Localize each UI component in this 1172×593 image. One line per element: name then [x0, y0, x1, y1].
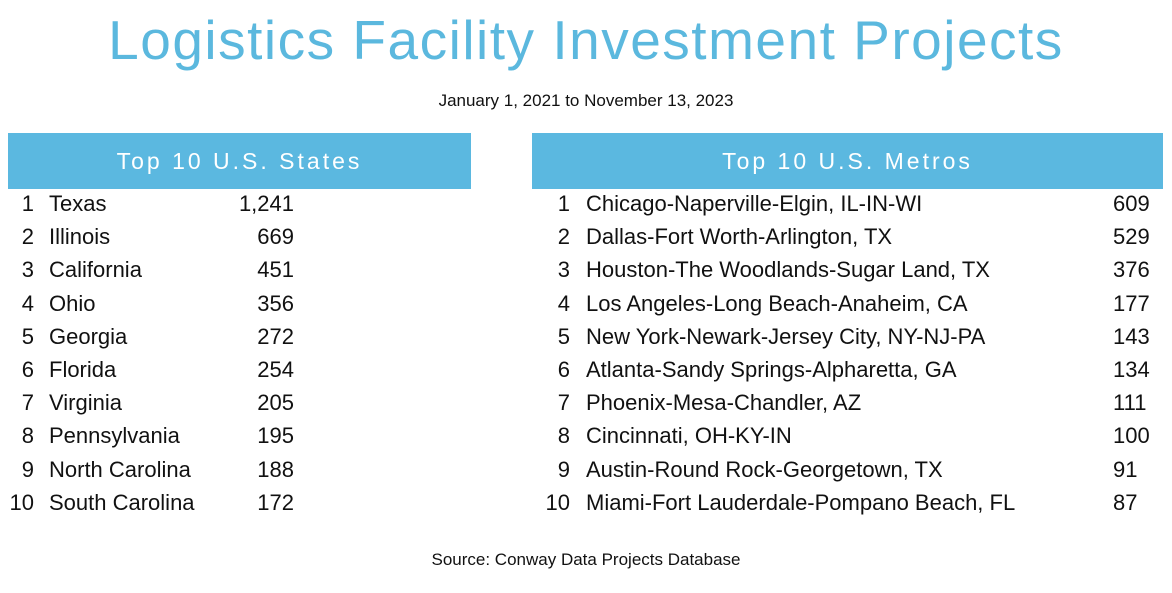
- states-row-rank: 10: [9, 489, 34, 515]
- states-row-name: Illinois: [49, 224, 111, 250]
- states-row-value: 1,241: [238, 191, 294, 216]
- states-row-value: 205: [257, 390, 294, 416]
- metros-row-value: 376: [1113, 257, 1150, 283]
- states-row-rank: 6: [21, 357, 34, 382]
- metros-row-value: 87: [1113, 489, 1138, 515]
- states-row-rank: 3: [21, 257, 34, 283]
- states-row-rank: 5: [21, 323, 34, 349]
- states-row-rank: 1: [21, 191, 34, 216]
- states-row-value: 356: [257, 290, 294, 316]
- states-row-value: 669: [257, 224, 294, 250]
- states-row-value: 195: [257, 423, 294, 449]
- states-row-name: Florida: [49, 357, 117, 382]
- metros-row-value: 609: [1113, 191, 1150, 216]
- states-row-rank: 2: [21, 224, 34, 250]
- states-row-name: Ohio: [49, 290, 96, 316]
- metros-row-rank: 10: [545, 489, 570, 515]
- states-row-name: Pennsylvania: [49, 423, 180, 449]
- metros-row-name: Dallas-Fort Worth-Arlington, TX: [586, 224, 893, 250]
- metros-row-name: Los Angeles-Long Beach-Anaheim, CA: [586, 290, 968, 316]
- states-row-value: 451: [257, 257, 294, 283]
- metros-row-name: Houston-The Woodlands-Sugar Land, TX: [586, 257, 990, 283]
- metros-row-name: Phoenix-Mesa-Chandler, AZ: [586, 390, 862, 416]
- metros-row-rank: 5: [557, 323, 570, 349]
- metros-row-rank: 7: [557, 390, 570, 416]
- states-row-name: California: [49, 257, 142, 283]
- states-row-value: 172: [257, 489, 294, 515]
- states-row-value: 188: [257, 456, 294, 482]
- metros-row-rank: 4: [557, 290, 570, 316]
- metros-row-rank: 2: [557, 224, 570, 250]
- metros-row-value: 100: [1113, 423, 1150, 449]
- states-row-value: 272: [257, 323, 294, 349]
- metros-row-value: 143: [1113, 323, 1150, 349]
- states-row-name: North Carolina: [49, 456, 191, 482]
- metros-row-rank: 9: [557, 456, 570, 482]
- states-row-value: 254: [257, 357, 294, 382]
- states-row-rank: 7: [21, 390, 34, 416]
- states-row-rank: 9: [21, 456, 34, 482]
- metros-row-value: 91: [1113, 456, 1138, 482]
- metros-row-name: Austin-Round Rock-Georgetown, TX: [586, 456, 943, 482]
- states-row-name: Texas: [49, 191, 107, 216]
- metros-row-name: Chicago-Naperville-Elgin, IL-IN-WI: [586, 191, 923, 216]
- states-row-name: Virginia: [49, 390, 122, 416]
- metros-row-rank: 8: [557, 423, 570, 449]
- metros-row-name: Atlanta-Sandy Springs-Alpharetta, GA: [586, 357, 957, 382]
- metros-row-rank: 6: [557, 357, 570, 382]
- source-note: Source: Conway Data Projects Database: [431, 550, 741, 569]
- states-row-rank: 4: [21, 290, 34, 316]
- metros-row-name: Cincinnati, OH-KY-IN: [586, 423, 792, 449]
- metros-row-rank: 3: [557, 257, 570, 283]
- metros-row-value: 177: [1113, 290, 1150, 316]
- metros-row-name: New York-Newark-Jersey City, NY-NJ-PA: [586, 323, 986, 349]
- states-row-rank: 8: [21, 423, 34, 449]
- metros-row-value: 529: [1113, 224, 1150, 250]
- metros-table-header: Top 10 U.S. Metros: [532, 133, 1163, 189]
- metros-row-rank: 1: [557, 191, 570, 216]
- metros-row-value: 111: [1113, 390, 1147, 416]
- states-table-header: Top 10 U.S. States: [8, 133, 471, 189]
- date-range: January 1, 2021 to November 13, 2023: [438, 91, 734, 110]
- states-row-name: Georgia: [49, 323, 128, 349]
- states-row-name: South Carolina: [49, 489, 195, 515]
- metros-row-value: 134: [1113, 357, 1150, 382]
- page-title: Logistics Facility Investment Projects: [108, 9, 1064, 71]
- metros-row-name: Miami-Fort Lauderdale-Pompano Beach, FL: [586, 489, 1016, 515]
